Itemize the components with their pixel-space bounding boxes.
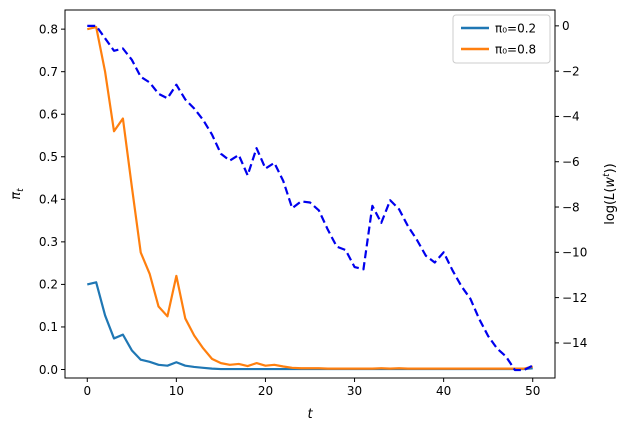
y2-axis-label: log(L(wt)) — [602, 163, 618, 225]
y2-tick-label-2: −4 — [562, 110, 580, 124]
y-tick-label-0: 0.0 — [39, 363, 58, 377]
series-line-1 — [87, 281, 533, 371]
plot-frame — [64, 9, 556, 379]
legend-label-series-1: π₀=0.2 — [495, 22, 536, 36]
y-tick-label-1: 0.1 — [39, 320, 58, 334]
y2-tick-label-4: −8 — [562, 200, 580, 214]
legend-label-series-2: π₀=0.8 — [495, 43, 536, 57]
y-tick-label-2: 0.2 — [39, 278, 58, 292]
y-tick-label-3: 0.3 — [39, 235, 58, 249]
series-line-3 — [87, 24, 534, 372]
y-tick-label-6: 0.6 — [39, 108, 58, 122]
plot-lines — [87, 24, 534, 372]
x-axis-label: t — [307, 407, 313, 422]
series-line-2 — [87, 25, 533, 370]
y2-tick-label-6: −12 — [562, 291, 587, 305]
x-tick-label-5: 50 — [525, 384, 540, 398]
x-tick-label-4: 40 — [436, 384, 451, 398]
y2-tick-label-1: −2 — [562, 64, 580, 78]
x-tick-label-1: 10 — [169, 384, 184, 398]
y2-tick-label-7: −14 — [562, 336, 587, 350]
y-tick-label-4: 0.4 — [39, 193, 58, 207]
x-tick-label-0: 0 — [83, 384, 91, 398]
y-axis-left: 0.0 0.1 0.2 0.3 0.4 0.5 0.6 0.7 0.8 — [39, 22, 65, 377]
y2-tick-label-3: −6 — [562, 155, 580, 169]
y-axis-right: 0 −2 −4 −6 −8 −10 −12 −14 — [555, 19, 587, 350]
y-axis-label: πt — [9, 188, 26, 200]
y2-tick-label-0: 0 — [562, 19, 570, 33]
x-axis: 0 10 20 30 40 50 — [83, 378, 540, 398]
x-tick-label-3: 30 — [347, 384, 362, 398]
y-tick-label-8: 0.8 — [39, 22, 58, 36]
y-tick-label-7: 0.7 — [39, 65, 58, 79]
y-tick-label-5: 0.5 — [39, 150, 58, 164]
y2-tick-label-5: −10 — [562, 246, 587, 260]
x-tick-label-2: 20 — [258, 384, 273, 398]
legend: π₀=0.2 π₀=0.8 — [452, 14, 551, 64]
